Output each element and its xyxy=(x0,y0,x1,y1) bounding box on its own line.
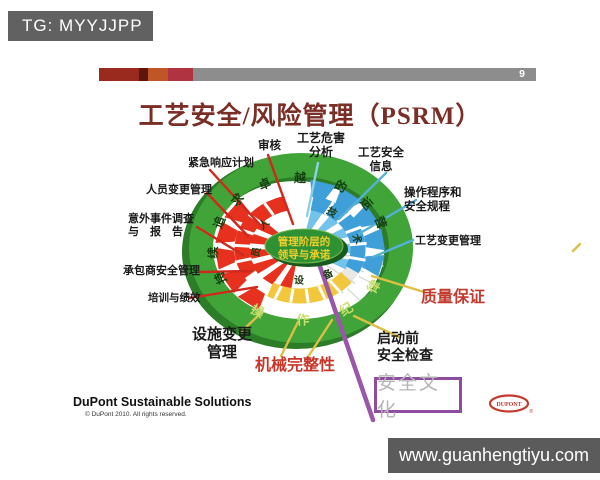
outer-green-ring xyxy=(182,153,413,349)
equipment-yellow-sector xyxy=(267,271,352,304)
registered-mark-icon: ® xyxy=(530,408,534,415)
label-process-safety-information: 工艺安全 信息 xyxy=(358,147,404,173)
center-text-line1: 管理阶层的 xyxy=(278,235,331,248)
label-emergency-response-plan: 紧急响应计划 xyxy=(188,157,254,169)
label-pre-startup-safety-review: 启动前 安全检查 xyxy=(377,330,433,363)
page-number: 9 xyxy=(519,68,525,80)
top-bar-segment xyxy=(193,68,536,81)
sector-char: 术 xyxy=(349,231,366,247)
label-operating-procedures: 操作程序和 安全规程 xyxy=(404,187,462,213)
top-bar-segment xyxy=(168,68,193,81)
top-bar-segment xyxy=(99,68,139,81)
top-bar-segment xyxy=(148,68,168,81)
ring-char: 续 xyxy=(205,246,221,259)
watermark-text: TG: MYYJJPP xyxy=(22,16,143,35)
label-quality-assurance: 质量保证 xyxy=(421,289,486,306)
label-process-change-management: 工艺变更管理 xyxy=(415,235,481,247)
sector-char: 设 xyxy=(294,273,304,286)
logo-text: DUPONT xyxy=(496,402,521,408)
website-url: www.guanhengtiyu.com xyxy=(398,445,590,465)
watermark-badge: TG: MYYJJPP xyxy=(8,11,153,41)
ring-char: 作 xyxy=(296,312,310,327)
slide-title: 工艺安全/风险管理（PSRM） xyxy=(138,103,482,130)
sector-char: 员 xyxy=(250,246,264,258)
ring-char: 操 xyxy=(248,301,267,320)
label-audit: 审核 xyxy=(258,140,281,152)
dupont-brand-text: DuPont Sustainable Solutions xyxy=(73,395,252,409)
safety-culture-box: 安全文化 xyxy=(374,373,462,421)
ring-char: 越 xyxy=(293,170,307,185)
label-incident-investigation: 意外事件调查与 报 告 xyxy=(128,213,194,239)
website-bar: www.guanhengtiyu.com xyxy=(388,438,600,473)
safety-culture-label: 安全文化 xyxy=(377,373,441,421)
ring-char: 营 xyxy=(372,214,390,231)
ring-char: 卓 xyxy=(256,175,273,194)
logo-oval xyxy=(488,394,530,413)
label-process-hazard-analysis: 工艺危害 分析 xyxy=(296,131,346,160)
dupont-oval-logo: DUPONT ® xyxy=(488,394,534,415)
label-contractor-safety-management: 承包商安全管理 xyxy=(123,265,200,277)
ring-char: 持 xyxy=(211,269,230,286)
label-personnel-change-management: 人员变更管理 xyxy=(146,184,212,196)
label-mechanical-integrity: 机械完整性 xyxy=(255,357,336,374)
top-bar-segment xyxy=(139,68,148,81)
center-text-line2: 领导与承诺 xyxy=(278,248,331,261)
copyright-text: © DuPont 2010. All rights reserved. xyxy=(85,411,187,418)
label-training-performance: 培训与绩效 xyxy=(148,292,201,304)
connector-lines xyxy=(188,153,582,423)
label-facility-change-management: 设施变更 管理 xyxy=(191,326,253,361)
